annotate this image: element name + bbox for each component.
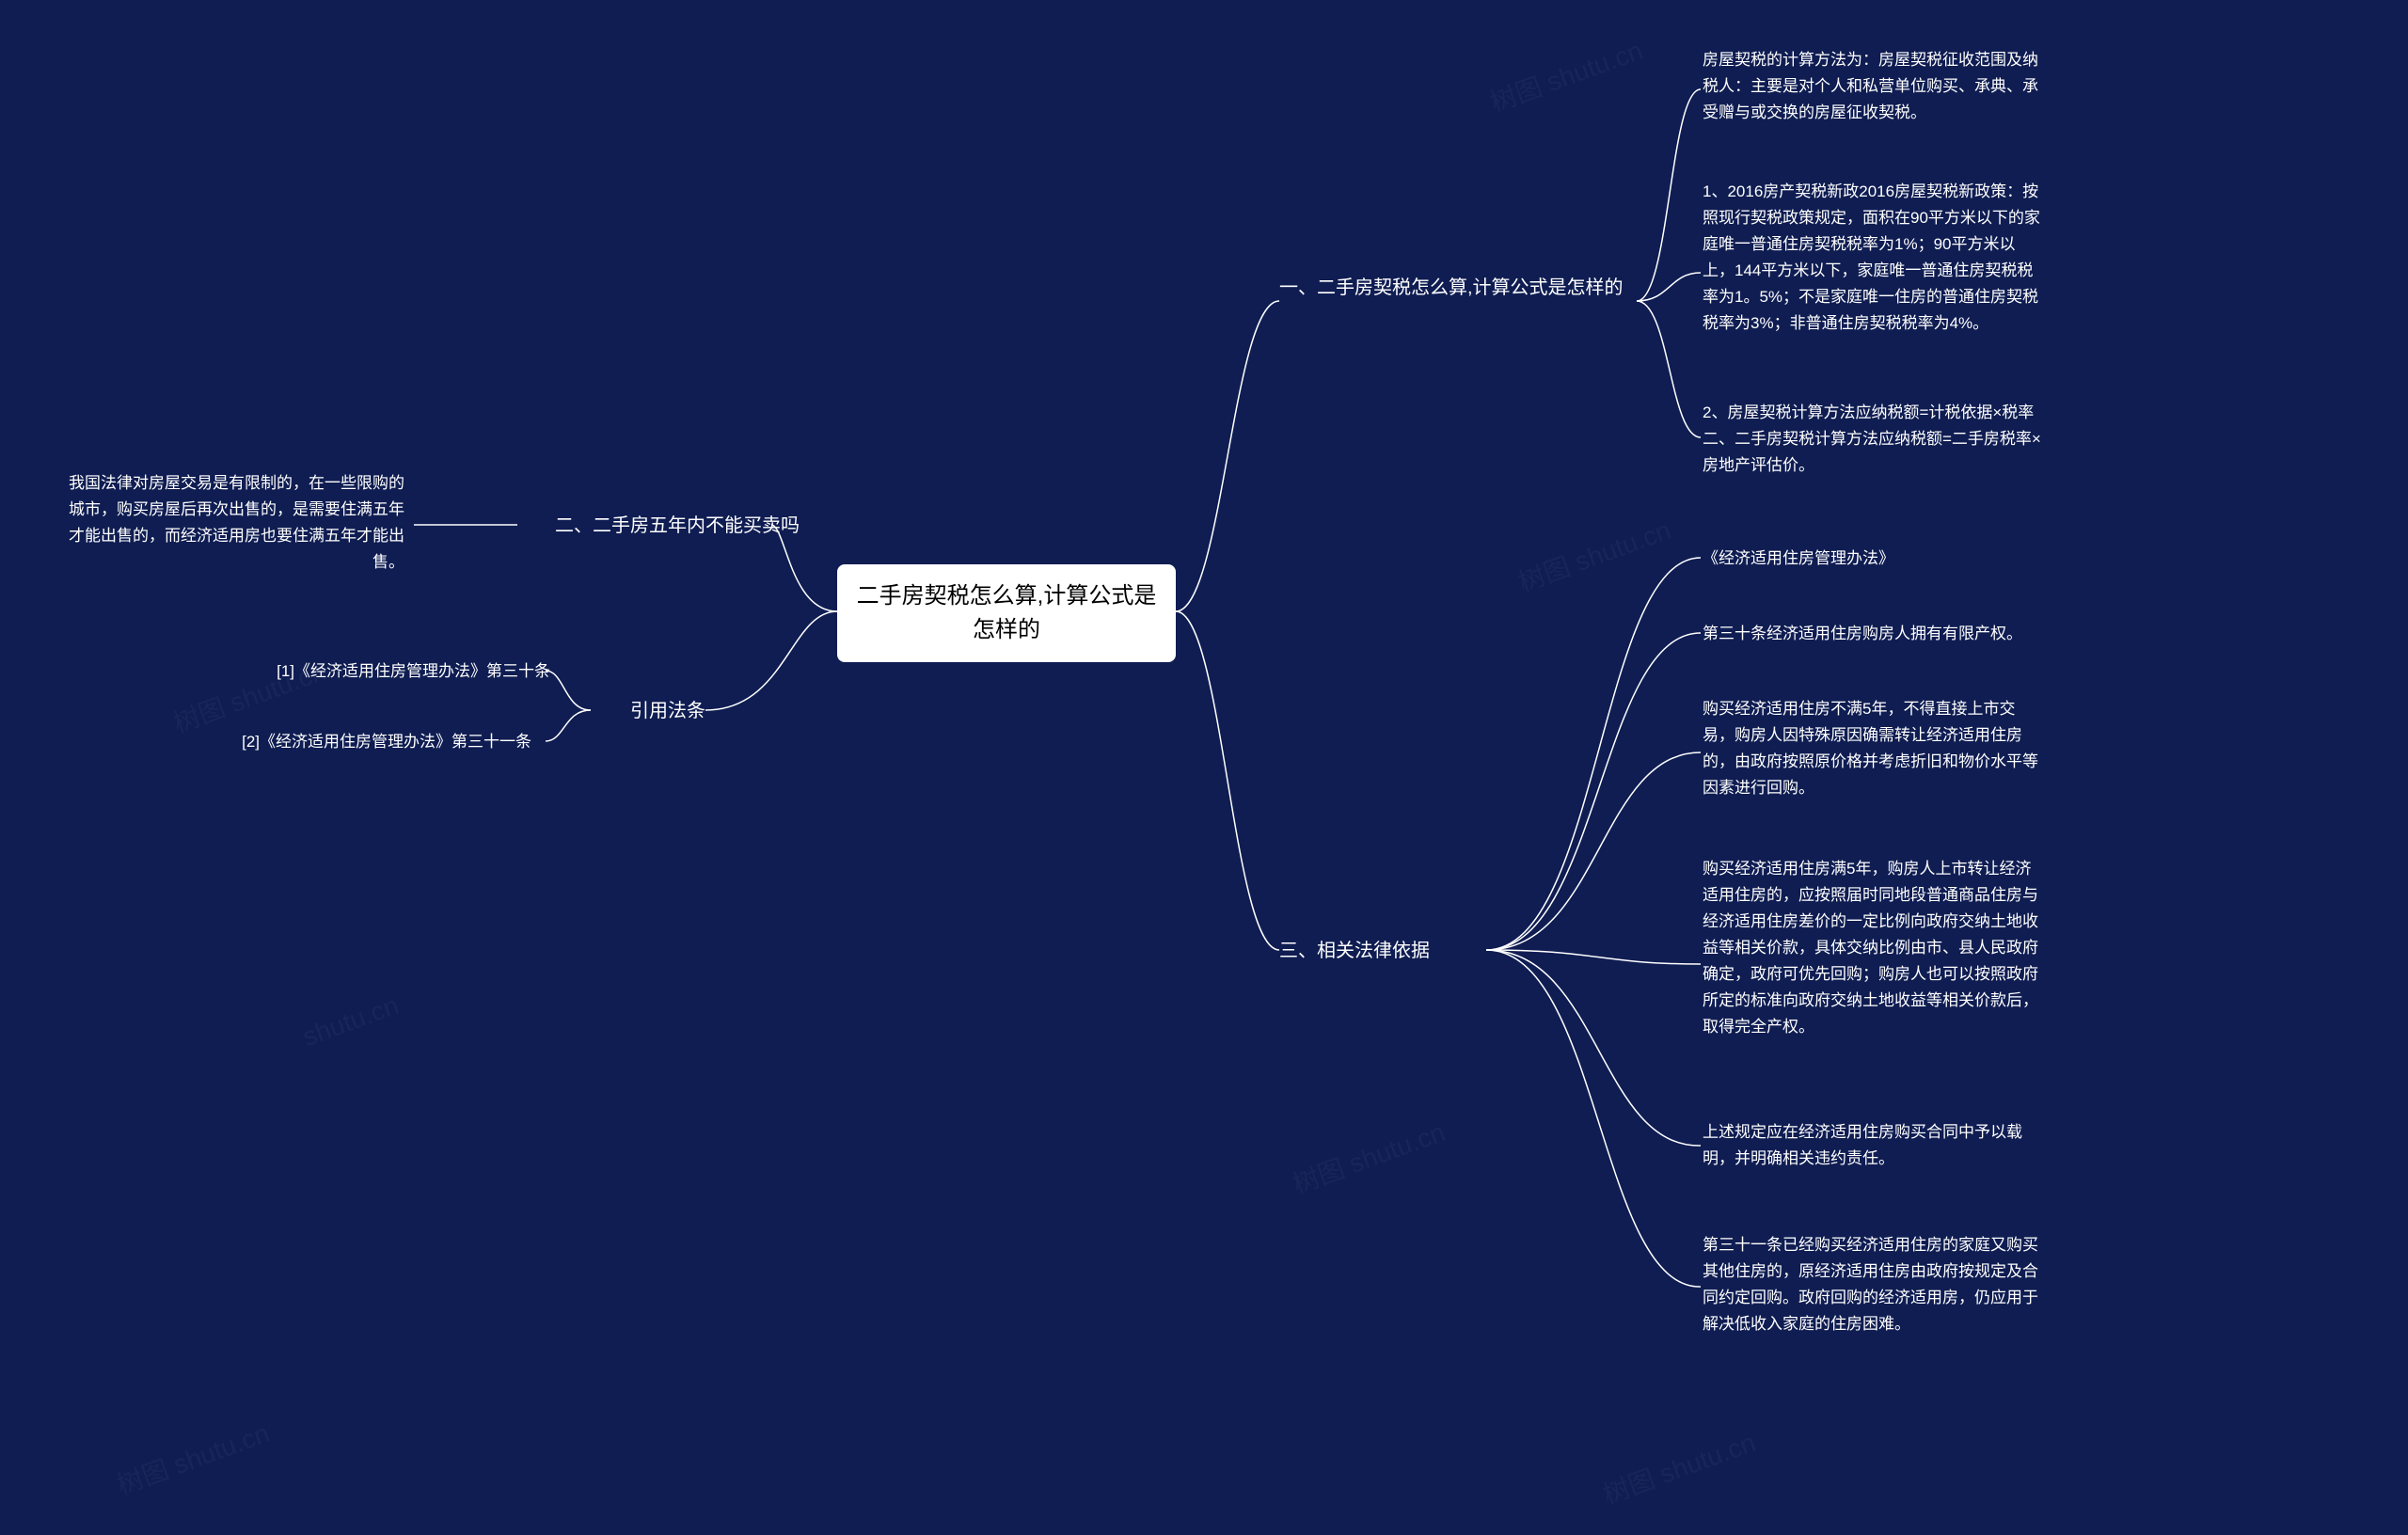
watermark: 树图 shutu.cn — [1513, 510, 1675, 600]
center-node: 二手房契税怎么算,计算公式是怎样的 — [837, 564, 1176, 662]
connector — [1637, 89, 1701, 301]
leaf-right: 2、房屋契税计算方法应纳税额=计税依据×税率二、二手房契税计算方法应纳税额=二手… — [1703, 400, 2041, 479]
connector-lines — [0, 0, 2408, 1535]
branch-label-left: 二、二手房五年内不能买卖吗 — [517, 511, 800, 541]
connector — [1486, 950, 1701, 1287]
watermark: 树图 shutu.cn — [1287, 1112, 1450, 1202]
leaf-left: [1]《经济适用住房管理办法》第三十条 — [212, 658, 550, 685]
connector — [1486, 633, 1701, 950]
connector — [1637, 301, 1701, 437]
watermark: 树图 shutu.cn — [111, 1413, 274, 1503]
leaf-right: 第三十一条已经购买经济适用住房的家庭又购买其他住房的，原经济适用住房由政府按规定… — [1703, 1232, 2041, 1337]
leaf-right: 第三十条经济适用住房购房人拥有有限产权。 — [1703, 621, 2041, 647]
connector — [1176, 301, 1279, 611]
leaf-right: 房屋契税的计算方法为：房屋契税征收范围及纳税人：主要是对个人和私营单位购买、承典… — [1703, 47, 2041, 126]
leaf-left: [2]《经济适用住房管理办法》第三十一条 — [193, 729, 531, 755]
leaf-right: 《经济适用住房管理办法》 — [1703, 546, 2041, 572]
connector — [1637, 273, 1701, 301]
leaf-left: 我国法律对房屋交易是有限制的，在一些限购的城市，购买房屋后再次出售的，是需要住满… — [66, 470, 404, 576]
connector — [1176, 611, 1279, 950]
watermark: 树图 shutu.cn — [1597, 1422, 1760, 1512]
connector — [546, 671, 591, 710]
branch-label-right: 一、二手房契税怎么算,计算公式是怎样的 — [1279, 273, 1637, 303]
leaf-right: 购买经济适用住房不满5年，不得直接上市交易，购房人因特殊原因确需转让经济适用住房… — [1703, 696, 2041, 801]
connector — [705, 611, 837, 710]
connector — [1486, 558, 1701, 950]
center-title: 二手房契税怎么算,计算公式是怎样的 — [837, 564, 1176, 662]
connector — [1486, 752, 1701, 950]
leaf-right: 购买经济适用住房满5年，购房人上市转让经济适用住房的，应按照届时同地段普通商品住… — [1703, 856, 2041, 1040]
connector — [546, 710, 591, 741]
leaf-right: 上述规定应在经济适用住房购买合同中予以载明，并明确相关违约责任。 — [1703, 1119, 2041, 1172]
connector — [1486, 950, 1701, 1146]
connector — [1486, 950, 1701, 964]
branch-label-right: 三、相关法律依据 — [1279, 936, 1486, 966]
watermark: shutu.cn — [299, 990, 403, 1052]
leaf-right: 1、2016房产契税新政2016房屋契税新政策：按照现行契税政策规定，面积在90… — [1703, 179, 2041, 337]
watermark: 树图 shutu.cn — [1484, 30, 1647, 120]
branch-label-left: 引用法条 — [593, 696, 705, 726]
